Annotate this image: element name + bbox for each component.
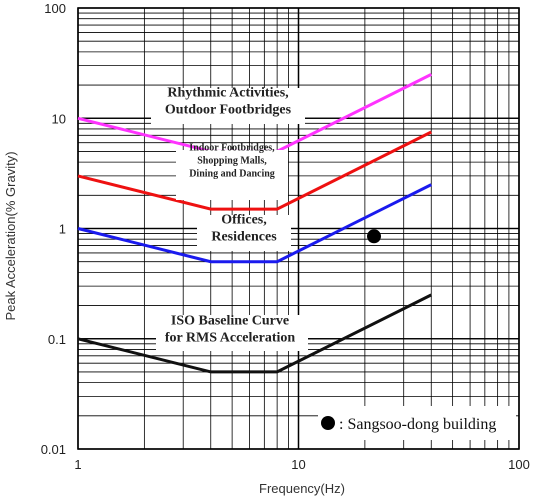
annotation-label: Residences [211, 229, 277, 244]
data-point [367, 229, 382, 244]
annotation-label: Shopping Malls, [197, 156, 267, 167]
y-axis-title: Peak Acceleration(% Gravity) [3, 151, 18, 320]
annotation-label: Offices, [221, 212, 266, 227]
y-tick-label: 0.01 [41, 442, 66, 457]
series-line [77, 293, 432, 374]
y-tick-label: 0.1 [48, 332, 66, 347]
annotation-layer: Rhythmic Activities, Outdoor Footbridges I… [151, 85, 308, 351]
x-tick-label: 10 [291, 457, 305, 472]
grid [77, 7, 520, 450]
annotation-box [151, 88, 305, 124]
legend-marker [321, 416, 335, 430]
annotation-box [156, 315, 308, 351]
series-line [77, 130, 432, 211]
y-tick-label: 100 [44, 1, 66, 16]
legend-label: : Sangsoo-dong building [339, 416, 496, 433]
annotation-label: ISO Baseline Curve [171, 313, 289, 328]
x-tick-label: 100 [508, 457, 530, 472]
series-line [77, 183, 432, 264]
legend: : Sangsoo-dong building [318, 406, 516, 440]
annotation-label: Indoor Footbridges, [189, 143, 275, 154]
tick-labels: 1 10 100 0.01 0.1 1 10 100 [41, 1, 530, 472]
annotation-label: Rhythmic Activities, [167, 85, 288, 100]
annotation-box [197, 215, 291, 251]
annotation-label: for RMS Acceleration [165, 330, 296, 345]
x-axis-title: Frequency(Hz) [259, 481, 345, 496]
annotation-label: Dining and Dancing [189, 169, 275, 180]
annotation-label: Outdoor Footbridges [165, 102, 292, 117]
legend-box [318, 406, 516, 440]
x-tick-label: 1 [74, 457, 81, 472]
y-tick-label: 10 [52, 111, 66, 126]
annotation-box [176, 150, 288, 200]
y-tick-label: 1 [59, 222, 66, 237]
